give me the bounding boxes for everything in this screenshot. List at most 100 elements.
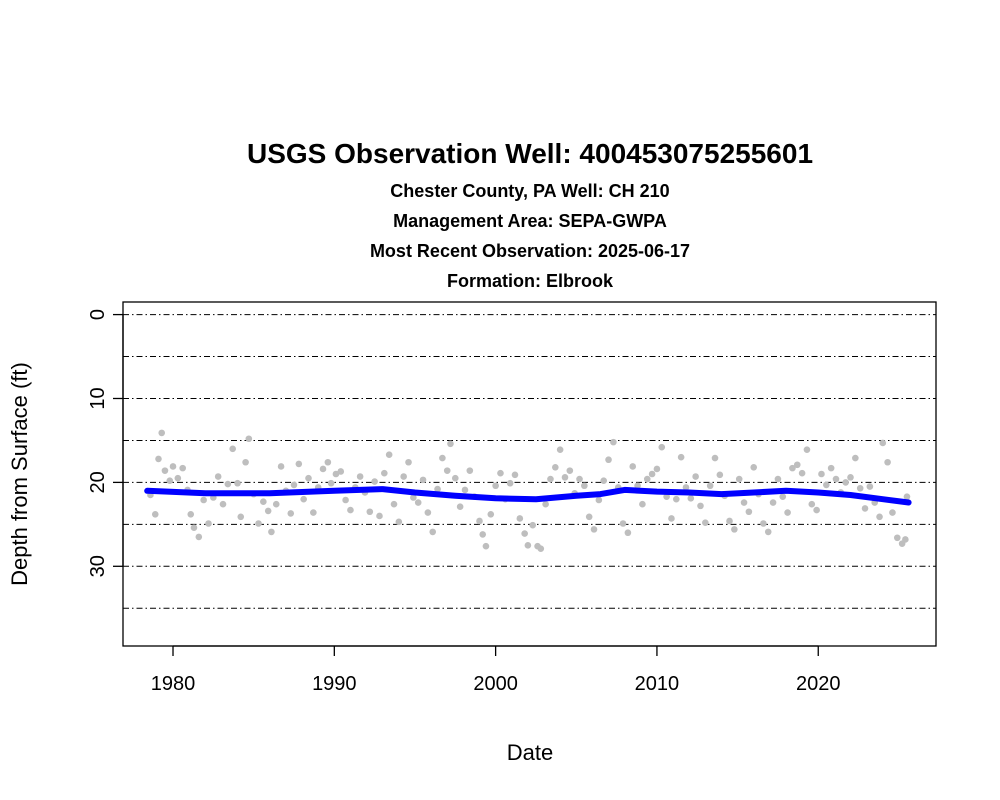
data-point xyxy=(305,474,312,482)
data-point xyxy=(793,461,801,469)
data-point xyxy=(537,545,545,552)
data-point xyxy=(439,454,446,462)
data-point xyxy=(229,445,236,453)
x-tick-label: 2010 xyxy=(635,673,680,695)
x-tick-label: 2000 xyxy=(473,673,518,695)
data-point xyxy=(639,500,646,508)
data-point xyxy=(735,475,743,483)
data-point xyxy=(842,479,849,486)
data-point xyxy=(151,510,159,518)
data-point xyxy=(827,464,835,472)
data-point xyxy=(447,440,454,448)
data-point xyxy=(158,429,166,437)
data-point xyxy=(542,500,549,508)
data-point xyxy=(410,494,417,501)
data-point xyxy=(581,482,588,490)
data-point xyxy=(702,519,709,526)
data-point xyxy=(521,530,528,537)
plot-frame xyxy=(122,301,937,647)
data-point xyxy=(385,451,393,459)
x-tick-label: 2020 xyxy=(796,673,841,695)
data-point xyxy=(295,460,303,468)
data-point xyxy=(497,469,504,477)
data-point xyxy=(166,477,174,485)
data-point xyxy=(376,512,383,520)
data-point xyxy=(672,495,680,503)
data-point xyxy=(214,473,222,480)
data-point xyxy=(745,508,753,516)
x-tick-label: 1980 xyxy=(151,673,196,695)
data-point xyxy=(561,474,569,481)
data-point xyxy=(268,528,275,536)
data-point xyxy=(731,526,738,533)
data-point xyxy=(179,464,186,472)
data-point xyxy=(726,517,733,525)
data-point xyxy=(668,515,675,522)
data-point xyxy=(902,536,909,543)
data-point xyxy=(195,533,203,541)
data-point xyxy=(290,481,298,489)
data-point xyxy=(224,480,232,488)
data-point xyxy=(482,542,490,550)
data-point xyxy=(524,542,532,549)
data-point xyxy=(576,475,583,483)
data-point xyxy=(242,458,249,466)
data-point xyxy=(429,528,437,536)
data-point xyxy=(852,454,859,462)
data-point xyxy=(687,495,695,502)
data-point xyxy=(847,474,854,481)
data-point xyxy=(161,467,169,474)
data-point xyxy=(889,509,896,516)
data-point xyxy=(716,471,724,479)
data-point xyxy=(234,479,241,487)
data-point xyxy=(774,475,782,483)
data-point xyxy=(750,463,758,471)
data-point xyxy=(277,463,285,470)
data-point xyxy=(643,475,651,483)
x-tick-label: 1990 xyxy=(312,673,357,695)
chart-subtitle-recent: Most Recent Observation: 2025-06-17 xyxy=(370,241,690,261)
data-point xyxy=(585,513,593,521)
data-point xyxy=(648,470,656,478)
data-point xyxy=(861,505,869,512)
data-point xyxy=(789,464,796,472)
data-point xyxy=(595,496,603,504)
data-point xyxy=(552,463,559,471)
x-axis-title: Date xyxy=(507,740,553,765)
y-tick-label: 20 xyxy=(87,471,109,493)
data-point xyxy=(779,493,787,500)
data-point xyxy=(624,529,632,537)
data-point xyxy=(893,534,901,542)
data-point xyxy=(605,456,612,464)
data-point xyxy=(764,528,772,536)
data-point xyxy=(395,518,403,526)
data-point xyxy=(823,481,830,489)
data-point xyxy=(366,508,374,516)
data-point xyxy=(600,477,608,485)
data-point xyxy=(760,520,767,527)
data-point xyxy=(476,517,483,525)
data-point xyxy=(319,465,327,473)
data-point xyxy=(381,469,388,477)
data-point xyxy=(619,520,627,527)
data-point xyxy=(903,493,911,500)
data-point xyxy=(287,510,295,517)
chart-subtitle-county: Chester County, PA Well: CH 210 xyxy=(390,181,669,201)
data-point xyxy=(400,473,407,480)
data-point xyxy=(663,493,670,500)
data-point xyxy=(590,526,598,533)
data-point xyxy=(245,435,253,443)
data-point xyxy=(451,474,459,482)
data-point xyxy=(653,465,661,473)
data-point xyxy=(414,499,422,506)
data-point xyxy=(174,474,182,482)
data-point xyxy=(706,482,714,490)
data-point xyxy=(272,500,280,508)
chart-subtitle-formation: Formation: Elbrook xyxy=(447,271,614,291)
data-point xyxy=(784,509,791,516)
data-point xyxy=(461,486,469,494)
data-point xyxy=(405,458,412,466)
x-axis: 1980 1990 2000 2010 2020 xyxy=(151,645,841,695)
data-point xyxy=(511,471,519,479)
y-tick-label: 0 xyxy=(87,309,109,320)
